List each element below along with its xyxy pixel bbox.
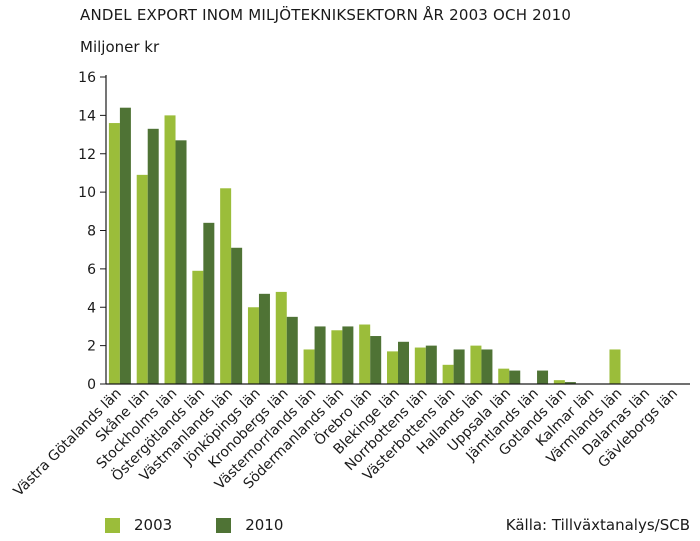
y-axis-label: Miljoner kr — [80, 38, 160, 56]
y-tick-label-12: 12 — [78, 147, 96, 163]
y-tick-label-8: 8 — [87, 224, 96, 240]
bar-2010-15 — [537, 370, 549, 384]
y-tick-label-2: 2 — [87, 339, 96, 355]
bar-2003-12 — [442, 364, 454, 384]
bar-2010-16 — [564, 382, 576, 384]
bar-2003-8 — [331, 330, 343, 384]
bar-2003-11 — [414, 347, 426, 384]
y-tick-label-0: 0 — [87, 377, 96, 393]
y-tick-label-14: 14 — [78, 108, 96, 124]
bar-2003-4 — [220, 188, 232, 384]
legend-label-2010: 2010 — [245, 516, 284, 534]
category-label-0: Västra Götalands län — [11, 386, 125, 500]
bar-2010-11 — [425, 345, 437, 384]
bar-2010-10 — [398, 341, 409, 384]
bar-2003-14 — [498, 368, 510, 384]
chart-title: ANDEL EXPORT INOM MILJÖTEKNIKSEKTORN ÅR … — [80, 6, 572, 24]
bar-2010-13 — [481, 349, 493, 384]
legend-swatch-2003 — [105, 517, 120, 533]
legend-item-2003: 2003 — [105, 516, 172, 534]
bar-2003-13 — [470, 345, 482, 384]
legend-label-2003: 2003 — [134, 516, 173, 534]
bar-2010-4 — [231, 247, 243, 384]
source-note: Källa: Tillväxtanalys/SCB — [505, 516, 690, 534]
y-tick-label-4: 4 — [87, 300, 96, 316]
bar-2010-3 — [203, 222, 215, 384]
legend-item-2010: 2010 — [216, 516, 283, 534]
bar-2010-14 — [509, 370, 521, 384]
bar-2003-16 — [553, 380, 565, 384]
bar-2003-9 — [359, 324, 371, 384]
bar-2010-6 — [286, 316, 298, 384]
bar-2010-5 — [258, 293, 270, 384]
bar-2003-0 — [108, 123, 120, 385]
bar-2003-2 — [164, 115, 176, 384]
bar-2010-7 — [314, 326, 326, 384]
legend-swatch-2010 — [216, 517, 232, 533]
bar-2003-1 — [136, 174, 148, 384]
bar-2010-12 — [453, 349, 465, 384]
legend: 2003 2010 — [105, 516, 327, 534]
bar-2003-10 — [387, 351, 398, 384]
bar-2010-1 — [147, 128, 159, 384]
bar-2010-9 — [370, 336, 382, 384]
bar-2003-7 — [303, 349, 315, 384]
bar-2003-6 — [275, 291, 287, 384]
bar-2003-3 — [192, 270, 204, 384]
y-tick-label-16: 16 — [78, 70, 96, 86]
y-tick-label-6: 6 — [87, 262, 96, 278]
bar-2003-18 — [609, 349, 621, 384]
bar-2010-2 — [175, 140, 187, 384]
y-tick-label-10: 10 — [78, 185, 96, 201]
bar-2010-0 — [119, 107, 131, 384]
bar-2010-8 — [342, 326, 354, 384]
bar-2003-5 — [247, 307, 259, 384]
